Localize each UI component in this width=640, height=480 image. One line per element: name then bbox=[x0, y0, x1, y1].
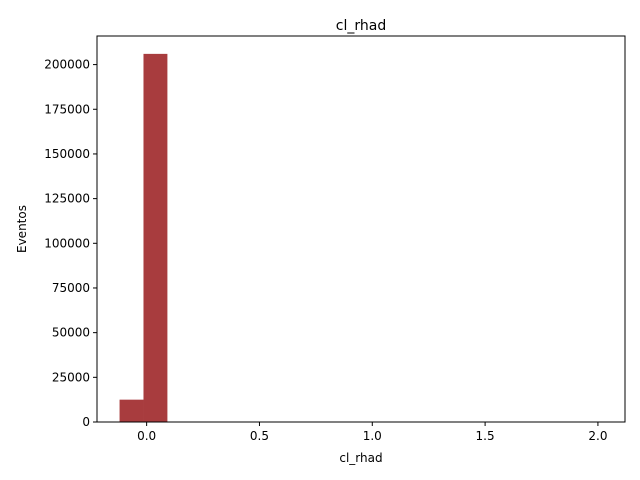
x-tick-label: 0.0 bbox=[137, 429, 156, 443]
y-tick-label: 75000 bbox=[52, 281, 90, 295]
y-tick-label: 200000 bbox=[44, 58, 90, 72]
histogram-bar-0 bbox=[119, 399, 144, 422]
x-tick-label: 1.5 bbox=[476, 429, 495, 443]
histogram-bar-1 bbox=[143, 53, 168, 423]
x-tick-label: 2.0 bbox=[588, 429, 607, 443]
y-tick-label: 0 bbox=[82, 415, 90, 429]
y-tick-label: 150000 bbox=[44, 147, 90, 161]
y-tick-label: 100000 bbox=[44, 236, 90, 250]
chart-title: cl_rhad bbox=[336, 18, 386, 34]
plot-frame bbox=[96, 35, 626, 423]
x-tick-label: 1.0 bbox=[363, 429, 382, 443]
y-axis-ticks: 0 25000 50000 75000 100000 125000 150000 175000… bbox=[44, 58, 97, 429]
y-tick-label: 50000 bbox=[52, 326, 90, 340]
y-axis-label: Eventos bbox=[15, 205, 29, 253]
y-tick-label: 175000 bbox=[44, 102, 90, 116]
x-tick-label: 0.5 bbox=[250, 429, 269, 443]
x-axis-ticks: 0.0 0.5 1.0 1.5 2.0 bbox=[137, 422, 607, 443]
y-tick-label: 125000 bbox=[44, 192, 90, 206]
y-tick-label: 25000 bbox=[52, 370, 90, 384]
bars-group bbox=[119, 53, 168, 423]
x-axis-label: cl_rhad bbox=[339, 451, 382, 465]
